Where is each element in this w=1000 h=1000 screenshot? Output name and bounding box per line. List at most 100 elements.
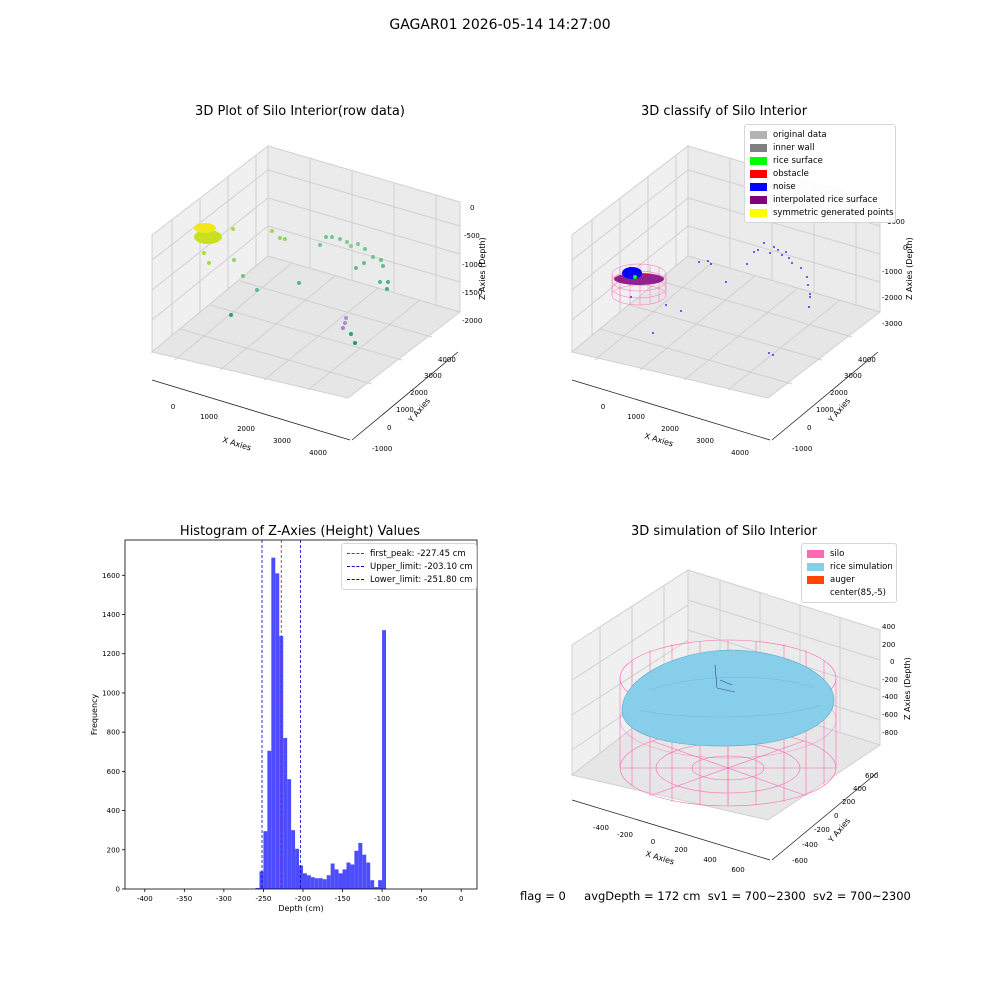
sv2-text: sv2 = 700~2300 [812,889,911,903]
histogram-bar [334,869,339,889]
legend-label: first_peak: -227.45 cm [370,548,466,559]
point [349,332,353,336]
histogram-bar [306,875,311,889]
x-tick-label: -350 [176,895,192,903]
point [297,281,301,285]
legend-entry: inner wall [750,141,890,154]
histogram-bar [275,573,280,889]
raw-plot-title: 3D Plot of Silo Interior(row data) [195,104,405,119]
x-tick-label: 0 [459,895,463,903]
legend-label: auger [830,574,855,585]
z-axis-label: Z Axies (Depth) [905,237,914,300]
y-tick-label: -400 [802,841,818,849]
histogram-bar [366,862,371,889]
simulation-legend: silo rice simulation auger center(85,-5) [801,543,897,603]
legend-entry: auger [807,573,891,586]
axes-box [150,144,462,399]
y-tick-label: 1000 [102,689,120,697]
legend-entry: rice surface [750,154,890,167]
x-tick-label: 2000 [237,425,255,433]
histogram-bar [374,887,379,889]
point [283,237,287,241]
y-tick-label: 3000 [844,372,862,380]
y-tick-label: 1000 [396,406,414,414]
histogram-title: Histogram of Z-Axies (Height) Values [179,524,421,539]
y-tick-label: 0 [387,424,391,432]
y-axis-label: Y Axies [826,816,852,845]
y-tick-label: -1000 [792,445,812,453]
z-tick-labels: 1000 0 -1000 -2000 -3000 [882,218,907,328]
z-tick-label: 200 [882,641,895,649]
legend-line [347,553,364,554]
y-tick-label: 0 [807,424,811,432]
x-tick-label: 1000 [200,413,218,421]
legend-label: obstacle [773,168,809,179]
legend-entry: noise [750,180,890,193]
simulation-plot-title: 3D simulation of Silo Interior [631,524,817,539]
y-tick-label: -1000 [372,445,392,453]
x-axis-label: Depth (cm) [278,904,323,913]
point [362,261,366,265]
point [354,266,358,270]
point [356,242,360,246]
y-tick-label: 1600 [102,572,120,580]
x-tick-label: 0 [601,403,605,411]
point [232,258,236,262]
x-tick-label: -50 [416,895,427,903]
legend-entry: first_peak: -227.45 cm [347,547,471,560]
point [371,255,375,259]
noise-cluster [622,267,642,279]
y-tick-label: 0 [834,812,838,820]
x-tick-label: 3000 [696,437,714,445]
x-tick-label: -200 [617,831,633,839]
plot-frame [124,539,478,890]
y-tick-label: 4000 [858,356,876,364]
histogram-bar [283,738,288,889]
y-tick-label: -200 [814,826,830,834]
y-tick-label: 2000 [410,389,428,397]
z-tick-label: 400 [882,623,895,631]
legend-entry: silo [807,547,891,560]
flag-text: flag = 0 [520,889,566,903]
point [349,244,353,248]
legend-label: Upper_limit: -203.10 cm [370,561,473,572]
point [278,236,282,240]
legend-line [347,566,364,567]
histogram-bar [287,779,292,889]
raw-3d-plot: 0 1000 2000 3000 4000 -1000 0 1000 2000 … [150,144,487,457]
x-tick-label: 400 [703,856,716,864]
histogram-bar [259,871,264,889]
histogram-bar [310,877,315,889]
x-axis-label: X Axies [643,431,674,448]
legend-entry: original data [750,128,890,141]
z-tick-label: -800 [882,729,898,737]
y-tick-label: 200 [107,846,120,854]
z-tick-label: -600 [882,711,898,719]
x-tick-label: -250 [255,895,271,903]
point [385,287,389,291]
point [231,227,235,231]
y-tick-label: 200 [842,798,855,806]
point [338,237,342,241]
x-tick-labels: 0 1000 2000 3000 4000 [601,403,749,457]
x-tick-labels: -400 -200 0 200 400 600 [593,824,745,874]
histogram-bar [322,879,327,889]
histogram-bar [267,750,272,889]
x-axis-label: X Axies [221,435,252,452]
z-tick-label: -200 [882,676,898,684]
point [378,280,382,284]
y-tick-label: 400 [107,807,120,815]
histogram-bar [291,830,296,889]
z-axis-label: Z Axies (Depth) [478,237,487,300]
rice-simulation-surface [621,649,835,747]
legend-label: original data [773,129,827,140]
histogram-bar [362,854,367,889]
x-tick-label: 600 [731,866,744,874]
histogram-bar [382,630,387,889]
auger [714,664,736,693]
x-tick-label: 4000 [731,449,749,457]
x-tick-label: 4000 [309,449,327,457]
y-tick-label: 2000 [830,389,848,397]
legend-label: symmetric generated points [773,207,894,218]
x-tick-label: 1000 [627,413,645,421]
